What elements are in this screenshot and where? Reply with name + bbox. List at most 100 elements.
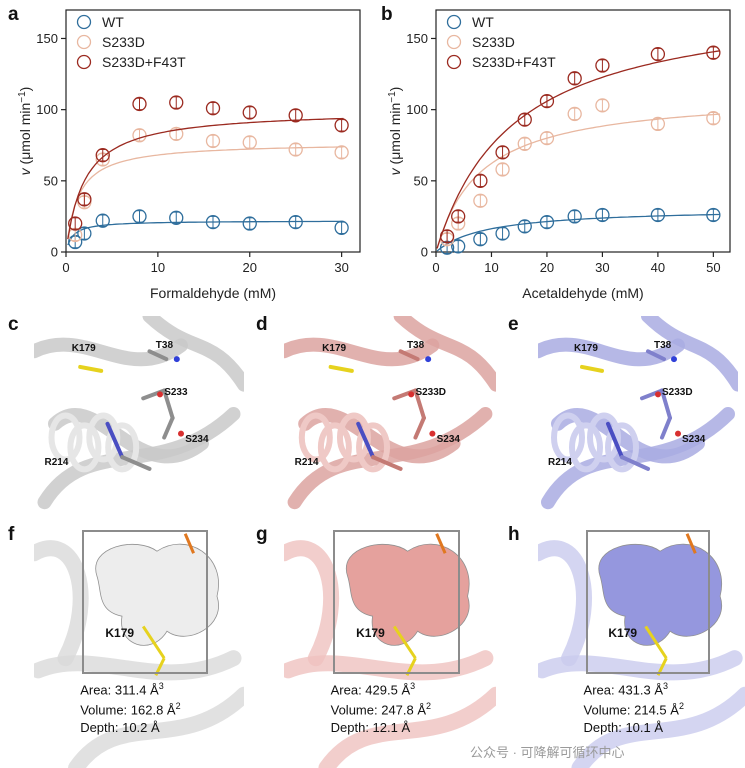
data-point [205, 133, 221, 149]
y-tick-label: 50 [44, 173, 58, 188]
x-tick-label: 20 [540, 260, 554, 275]
data-point [169, 210, 184, 225]
oxygen-atom [157, 391, 163, 398]
plot-frame [65, 9, 361, 253]
pocket-volume: Volume: 162.8 Å2 [80, 701, 181, 718]
structure-render [284, 316, 496, 512]
data-point [334, 145, 349, 160]
helix-turn [336, 412, 371, 463]
structure-render [34, 316, 244, 512]
protein-ribbon [571, 686, 745, 768]
data-point [451, 209, 466, 224]
x-axis-label: Acetaldehyde (mM) [522, 285, 643, 301]
y-tick-label: 50 [414, 173, 428, 188]
pocket-stats: Area: 431.3 Å3 Volume: 214.5 Å2 Depth: 10.… [584, 678, 684, 736]
x-tick-label: 0 [62, 260, 69, 275]
panel-label-e: e [508, 314, 519, 335]
data-point [95, 148, 110, 163]
residue-label-s233: S233 [164, 386, 188, 398]
ligand-stick [685, 533, 697, 554]
structure-render [538, 316, 738, 512]
panel-label-d: d [256, 314, 268, 335]
legend-label: S233D [102, 34, 145, 50]
helix-turn [569, 422, 603, 473]
data-point [473, 173, 488, 188]
residue-label-k179: K179 [608, 626, 638, 640]
kinetics-chart-formaldehyde: 0 10 20 30 0 50 100 150 Formaldehyde (mM) v (μmol… [17, 9, 361, 301]
pocket-box [332, 530, 460, 674]
residue-label-s233: S233D [415, 386, 447, 398]
panel-label-h: h [508, 524, 520, 545]
plot-frame [435, 9, 731, 253]
watermark-text: 公众号 · 可降解可循环中心 [470, 745, 625, 760]
helix-turn [298, 412, 333, 463]
cavity-panel-s233d-f43t: K179 Area: 431.3 Å3 Volume: 214.5 Å2 Depth:… [538, 524, 745, 768]
ligand-stick [435, 533, 447, 554]
helix-turn [86, 412, 121, 463]
oxygen-atom [408, 391, 415, 398]
legend-label: WT [102, 14, 124, 30]
residue-stick [147, 349, 169, 362]
helix-turn [605, 422, 639, 473]
protein-ribbon [393, 316, 496, 392]
residue-label-r214: R214 [294, 457, 319, 469]
pocket-box [585, 530, 710, 674]
data-point [539, 130, 555, 146]
data-point [205, 101, 221, 116]
residue-stick [620, 455, 650, 471]
data-point [495, 145, 510, 160]
legend-marker [446, 14, 462, 30]
protein-ribbon [641, 316, 738, 392]
pocket-depth: Depth: 10.1 Å [583, 719, 664, 735]
legend-marker [446, 34, 462, 50]
residue-stick [371, 455, 403, 471]
data-point [68, 216, 83, 231]
legend-marker [76, 14, 92, 30]
residue-stick [660, 415, 672, 440]
helix-turn [551, 412, 585, 463]
data-point [439, 229, 455, 244]
fit-curve [436, 113, 721, 249]
pocket-surface [345, 543, 470, 646]
residue-label-s233: S233D [662, 386, 693, 398]
protein-ribbon [538, 540, 592, 667]
residue-stick [392, 625, 417, 660]
residue-stick [646, 349, 666, 362]
residue-stick [162, 388, 175, 420]
data-point [169, 126, 184, 141]
residue-stick [606, 421, 624, 460]
data-point [495, 226, 510, 241]
y-tick-label: 150 [406, 31, 428, 46]
legend-marker [76, 54, 92, 70]
residue-stick [413, 415, 426, 440]
data-point [334, 118, 349, 133]
y-tick-label: 100 [406, 102, 428, 117]
pocket-area: Area: 311.4 Å3 [80, 681, 164, 698]
data-point [495, 162, 510, 177]
data-point [650, 116, 666, 132]
structure-panel-s233d: K179 T38 S233D R214 S234 [284, 316, 496, 512]
residue-label-k179: K179 [574, 343, 598, 355]
x-tick-label: 0 [432, 260, 439, 275]
data-point [706, 45, 721, 60]
residue-label-s234: S234 [682, 433, 706, 445]
oxygen-atom [429, 430, 436, 437]
data-point [95, 213, 110, 228]
pocket-depth: Depth: 10.2 Å [80, 719, 160, 735]
x-tick-label: 50 [706, 260, 720, 275]
residue-stick [162, 415, 175, 440]
oxygen-atom [655, 391, 661, 398]
residue-label-k179: K179 [322, 343, 347, 355]
helix-turn [48, 412, 83, 463]
data-point [517, 219, 532, 234]
x-tick-label: 40 [651, 260, 665, 275]
pocket-area: Area: 431.3 Å3 [583, 681, 669, 698]
data-point [595, 98, 610, 113]
residue-stick [356, 421, 376, 460]
fit-curve [436, 213, 720, 252]
residue-label-r214: R214 [44, 457, 69, 469]
data-point [169, 95, 184, 110]
y-axis-label: v (μmol min−1) [17, 87, 33, 176]
cavity-panel-s233d: K179 Area: 429.5 Å3 Volume: 247.8 Å2 Depth:… [284, 524, 496, 768]
panel-label-a: a [8, 4, 19, 25]
